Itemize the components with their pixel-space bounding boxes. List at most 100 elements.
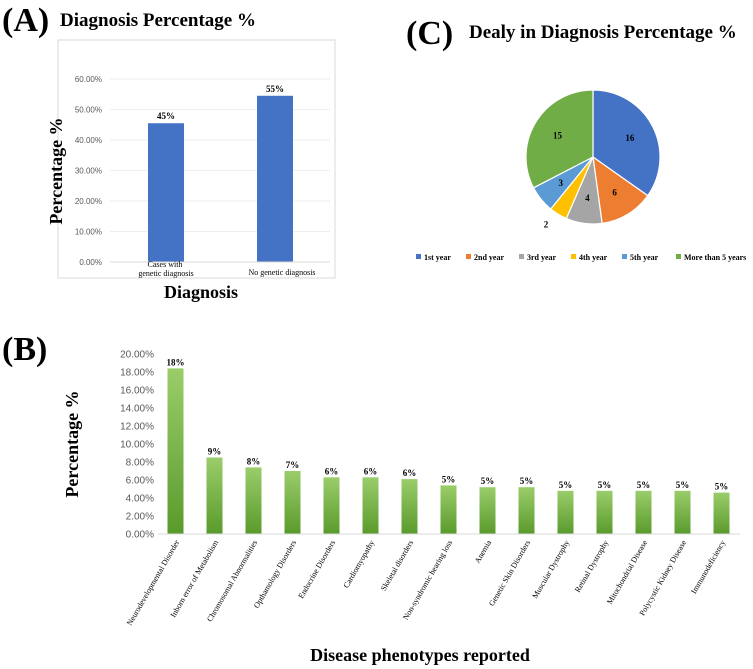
- chart-a-y-tick: 0.00%: [79, 258, 102, 267]
- chart-c-data-label: 6: [612, 187, 617, 197]
- chart-a-cat-2: No genetic diagnosis: [248, 268, 315, 277]
- chart-b-data-label: 8%: [247, 456, 261, 466]
- chart-c-data-label: 3: [559, 178, 564, 188]
- chart-a-gridlines: [110, 78, 330, 232]
- chart-b-bar: [557, 490, 574, 534]
- chart-b-y-tick: 4.00%: [126, 494, 154, 505]
- panel-b-label: (B): [2, 331, 47, 368]
- chart-c-legend-swatch: [571, 254, 576, 259]
- chart-a-bar: [257, 95, 293, 263]
- chart-b-y-tick: 20.00%: [120, 350, 154, 361]
- chart-a-bars: [148, 95, 293, 263]
- chart-c-data-label: 16: [625, 133, 635, 143]
- panel-c-label: (C): [406, 15, 453, 52]
- chart-a-cat-1: Cases with genetic diagnosis: [138, 260, 193, 278]
- panel-c: (C) Dealy in Diagnosis Percentage % 16 6 4…: [406, 15, 746, 262]
- chart-b-data-label: 5%: [637, 480, 651, 490]
- chart-c-slice: [592, 155, 649, 225]
- chart-b-category-label: Mitochondrial Disease: [605, 538, 649, 606]
- chart-b-category-label: Cardiomyopathy: [342, 539, 377, 590]
- chart-a-y-tick: 30.00%: [75, 167, 102, 176]
- chart-b-bar: [596, 490, 613, 534]
- chart-b-bar: [674, 490, 691, 534]
- chart-a-y-ticks: 0.00% 10.00% 20.00% 30.00% 40.00% 50.00% 60.00…: [75, 75, 102, 267]
- chart-b-data-label: 9%: [208, 447, 222, 457]
- chart-c-data-label: 4: [585, 193, 590, 203]
- chart-c-data-label: 2: [544, 219, 549, 229]
- chart-b-bar: [713, 492, 730, 534]
- chart-c-legend-swatch: [622, 254, 627, 259]
- chart-b-y-tick: 2.00%: [126, 512, 154, 523]
- chart-c-legend-label: 2nd year: [474, 253, 504, 262]
- chart-b-data-label: 5%: [715, 482, 729, 492]
- chart-b-bar: [167, 368, 184, 534]
- chart-b-data-label: 5%: [520, 476, 534, 486]
- chart-b-data-label: 7%: [286, 460, 300, 470]
- chart-b-data-label: 5%: [598, 480, 612, 490]
- chart-c-legend-swatch: [416, 254, 421, 259]
- chart-b-data-label: 5%: [442, 474, 456, 484]
- chart-b-data-label: 5%: [481, 476, 495, 486]
- panel-b: (B) 0.00% 2.00% 4.00% 6.00% 8.00% 10.00% 12.00…: [2, 331, 740, 665]
- chart-b-category-label: Retinal Dystrophy: [573, 539, 610, 595]
- chart-b-data-labels: 18% 9% 8% 7% 6% 6% 6% 5% 5% 5% 5% 5% 5% 5% 5%: [167, 357, 729, 491]
- chart-b-y-ticks: 0.00% 2.00% 4.00% 6.00% 8.00% 10.00% 12.00% 14.…: [120, 350, 154, 541]
- panel-a-label: (A): [2, 2, 49, 39]
- chart-b-bar: [206, 457, 223, 534]
- chart-b-data-label: 6%: [325, 466, 339, 476]
- chart-c-legend-label: 1st year: [424, 253, 451, 262]
- chart-c-slices: [525, 89, 661, 225]
- chart-b-bar: [323, 477, 340, 534]
- chart-c-legend: 1st year 2nd year 3rd year 4th year 5th year…: [416, 253, 746, 262]
- chart-c-legend-swatch: [676, 254, 681, 259]
- chart-c-slice: [592, 89, 661, 197]
- chart-c-legend-label: 3rd year: [527, 253, 557, 262]
- chart-b-y-title: Percentage %: [62, 390, 82, 497]
- chart-c-legend-label: 4th year: [579, 253, 608, 262]
- chart-c-legend-label: 5th year: [630, 253, 659, 262]
- chart-b-data-label: 6%: [364, 466, 378, 476]
- chart-b-category-label: Genetic Skin Disorders: [487, 539, 532, 608]
- chart-a-y-tick: 50.00%: [75, 106, 102, 115]
- chart-b-category-label: Opthamology Disorders: [252, 539, 298, 610]
- chart-a-y-tick: 40.00%: [75, 136, 102, 145]
- chart-a-data-label: 55%: [266, 84, 284, 94]
- chart-b-category-label: Skeletal disorders: [379, 539, 415, 593]
- chart-b-bar: [245, 467, 262, 534]
- panel-a: (A) Diagnosis Percentage % 0.00% 10.00% 20…: [2, 2, 336, 302]
- chart-a-y-tick: 20.00%: [75, 197, 102, 206]
- chart-c-title: Dealy in Diagnosis Percentage %: [469, 22, 737, 43]
- chart-a-data-label: 45%: [157, 111, 175, 121]
- chart-b-bar: [440, 485, 457, 534]
- chart-b-data-label: 5%: [676, 480, 690, 490]
- chart-b-y-tick: 0.00%: [126, 530, 154, 541]
- chart-b-bar: [635, 490, 652, 534]
- chart-b-bars: [167, 368, 730, 534]
- chart-b-category-label: Immunodeficiency: [689, 539, 727, 596]
- chart-b-y-tick: 6.00%: [126, 476, 154, 487]
- chart-b-bar: [362, 477, 379, 534]
- chart-a-y-tick: 60.00%: [75, 75, 102, 84]
- chart-c-data-label: 15: [553, 130, 563, 140]
- chart-a-x-title: Diagnosis: [164, 282, 238, 302]
- chart-c-legend-label: More than 5 years: [684, 253, 746, 262]
- chart-a-bar: [148, 123, 184, 262]
- chart-b-x-title: Disease phenotypes reported: [310, 645, 530, 665]
- chart-a-y-title: Percentage %: [46, 117, 66, 224]
- chart-b-y-tick: 8.00%: [126, 458, 154, 469]
- chart-c-data-labels: 16 6 4 2 3 15: [544, 130, 635, 229]
- chart-b-data-label: 5%: [559, 480, 573, 490]
- chart-b-category-label: Muscular Dystrophy: [530, 539, 571, 601]
- chart-a-title: Diagnosis Percentage %: [60, 10, 256, 31]
- chart-b-y-tick: 12.00%: [120, 422, 154, 433]
- chart-b-bar: [518, 487, 535, 534]
- chart-b-bar: [401, 479, 418, 534]
- chart-b-y-tick: 10.00%: [120, 440, 154, 451]
- chart-b-category-label: Anemia: [473, 538, 494, 565]
- chart-b-category-label: Endocrine Disorders: [296, 539, 337, 601]
- chart-a-y-tick: 10.00%: [75, 228, 102, 237]
- chart-b-y-tick: 14.00%: [120, 404, 154, 415]
- chart-b-bar: [479, 487, 496, 534]
